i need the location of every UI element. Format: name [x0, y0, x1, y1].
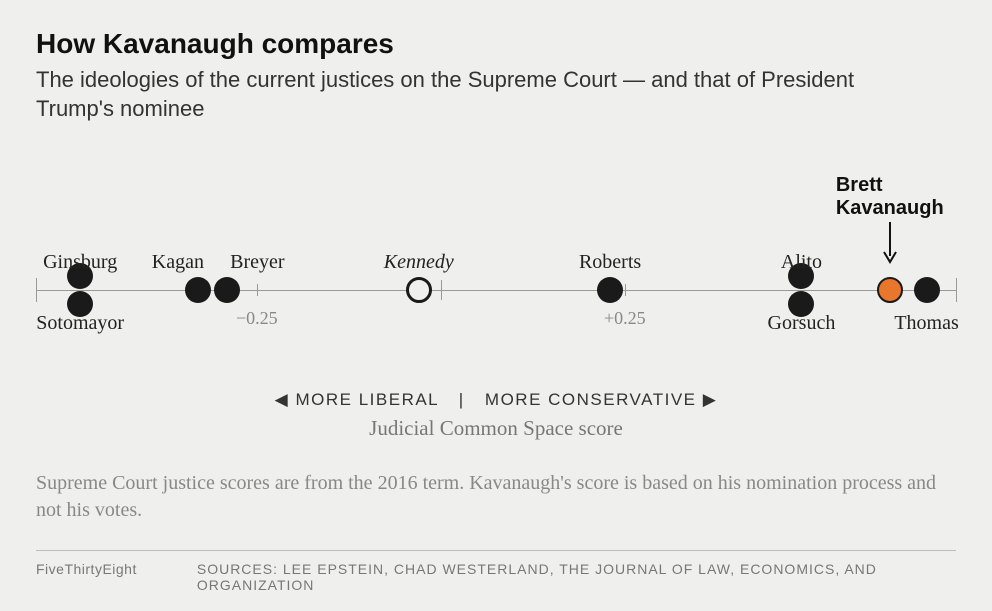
justice-label: Kennedy — [384, 251, 454, 274]
axis-tick — [956, 278, 957, 302]
justice-dot — [406, 277, 432, 303]
more-liberal-label: ◀ MORE LIBERAL — [275, 390, 445, 409]
justice-label: Breyer — [230, 251, 284, 274]
axis-tick — [625, 284, 626, 296]
justice-label: Ginsburg — [43, 251, 117, 274]
left-arrow-icon: ◀ — [275, 390, 290, 409]
axis-tick — [36, 278, 37, 302]
more-conservative-label: MORE CONSERVATIVE ▶ — [485, 390, 717, 409]
highlight-dot — [877, 277, 903, 303]
justice-dot — [914, 277, 940, 303]
chart-subtitle: The ideologies of the current justices o… — [36, 66, 856, 123]
footer: FiveThirtyEight SOURCES: LEE EPSTEIN, CH… — [36, 550, 956, 593]
spectrum-separator: | — [459, 390, 465, 410]
justice-label: Gorsuch — [768, 312, 836, 335]
justice-label: Thomas — [894, 312, 958, 335]
axis-tick — [257, 284, 258, 296]
justice-dot — [185, 277, 211, 303]
spectrum-legend: ◀ MORE LIBERAL | MORE CONSERVATIVE ▶ — [0, 390, 992, 410]
justice-label: Roberts — [579, 251, 641, 274]
axis-title: Judicial Common Space score — [0, 416, 992, 441]
axis-tick-label: −0.25 — [236, 308, 278, 329]
highlight-label: Brett Kavanaugh — [836, 174, 944, 220]
chart-title: How Kavanaugh compares — [36, 28, 956, 60]
brand-label: FiveThirtyEight — [36, 561, 137, 593]
chart-footnote: Supreme Court justice scores are from th… — [36, 470, 956, 524]
sources-label: SOURCES: LEE EPSTEIN, CHAD WESTERLAND, T… — [197, 561, 956, 593]
down-arrow-icon — [883, 222, 897, 272]
right-arrow-icon: ▶ — [703, 390, 718, 409]
ideology-dotplot: −0.25 +0.25 Ginsburg Sotomayor Kagan Breyer Ke… — [36, 220, 956, 380]
justice-label: Kagan — [152, 251, 204, 274]
axis-tick — [441, 280, 442, 300]
justice-label: Alito — [781, 251, 822, 274]
x-axis — [36, 290, 956, 291]
justice-label: Sotomayor — [36, 312, 124, 335]
justice-dot — [597, 277, 623, 303]
justice-dot — [214, 277, 240, 303]
axis-tick-label: +0.25 — [604, 308, 646, 329]
